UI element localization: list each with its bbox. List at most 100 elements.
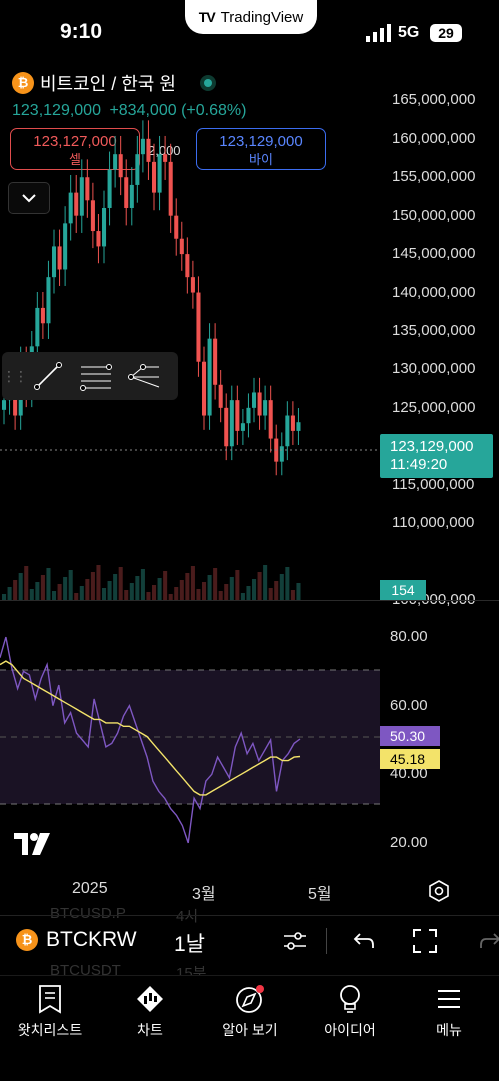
candle	[229, 400, 234, 447]
candle	[207, 338, 212, 416]
volume-bar	[135, 576, 140, 600]
rsi-tick: 40.00	[390, 765, 428, 783]
ghost-list-item: 4시	[176, 908, 199, 925]
trend-line-tool[interactable]	[24, 356, 72, 396]
collapse-button[interactable]	[8, 182, 50, 214]
network-type: 5G	[398, 24, 420, 41]
price-tick: 155,000,000	[392, 168, 476, 186]
last-price: 123,129,000	[12, 102, 101, 119]
candle	[135, 154, 140, 185]
interval-selector[interactable]: 1날	[174, 933, 205, 956]
tab-explore[interactable]: 알아 보기	[200, 984, 300, 1040]
candles	[2, 120, 301, 476]
volume-bar	[157, 578, 162, 600]
rsi-tick: 60.00	[390, 696, 428, 714]
tab-watchlist[interactable]: 왓치리스트	[0, 984, 100, 1040]
volume-bar	[90, 572, 95, 600]
tab-label: 알아 보기	[222, 1022, 278, 1038]
candle	[124, 177, 129, 208]
chart-settings-icon[interactable]	[428, 880, 450, 902]
volume-bar	[35, 582, 40, 600]
pane-divider[interactable]	[0, 600, 499, 601]
brand-label: TradingView	[220, 8, 304, 26]
tab-menu[interactable]: 메뉴	[399, 984, 499, 1040]
volume-bar	[74, 593, 79, 600]
volume-bar	[146, 592, 151, 600]
candle	[90, 200, 95, 232]
volume-bar	[202, 582, 207, 600]
volume-bar	[229, 577, 234, 600]
symbol-name: 비트코인 / 한국 원	[40, 74, 176, 94]
indicators-icon[interactable]	[282, 928, 308, 954]
sell-price: 123,127,000	[33, 133, 117, 150]
chart-toolbar	[0, 915, 499, 972]
buy-button[interactable]: 123,129,000 바이	[196, 128, 326, 170]
tradingview-pill: TV TradingView	[185, 0, 317, 34]
volume-bar	[279, 574, 284, 600]
pitchfork-tool[interactable]	[120, 356, 168, 396]
fib-tool[interactable]	[72, 356, 120, 396]
volume-bar	[18, 573, 23, 600]
rsi-ma-line	[0, 660, 301, 796]
volume-bar	[107, 581, 112, 600]
rsi-chart[interactable]	[0, 620, 380, 860]
price-tick: 115,000,000	[392, 475, 475, 493]
volume-bar	[263, 565, 268, 600]
candle	[257, 392, 262, 416]
ghost-list-item: BTCUSD.P	[50, 905, 126, 922]
tab-label: 메뉴	[436, 1022, 462, 1038]
candle	[40, 307, 45, 324]
candle	[235, 400, 240, 431]
candle-countdown: 11:49:20	[390, 456, 448, 473]
candle	[174, 215, 179, 239]
signal-icon	[366, 24, 391, 42]
fullscreen-icon[interactable]	[412, 928, 438, 954]
volume-bar	[179, 580, 184, 600]
volume-bar	[79, 586, 84, 600]
tab-chart[interactable]: 차트	[100, 984, 200, 1040]
volume-bar	[13, 580, 18, 600]
symbol-selector[interactable]: ₿ BTCKRW	[16, 928, 137, 952]
candle	[146, 138, 151, 162]
price-tick: 125,000,000	[392, 398, 476, 416]
candle	[157, 154, 162, 193]
candle	[268, 400, 273, 439]
volume-bar	[174, 587, 179, 600]
candle	[107, 169, 112, 208]
volume-bar	[52, 591, 57, 600]
tab-ideas[interactable]: 아이디어	[300, 984, 400, 1040]
volume-bar	[168, 594, 173, 600]
price-chart[interactable]	[0, 85, 380, 600]
sell-label: 셀	[69, 152, 81, 167]
last-price-tag: 123,129,000 11:49:20	[380, 434, 493, 478]
candle	[196, 292, 201, 362]
volume-bar	[29, 589, 34, 600]
volume-bar	[235, 570, 240, 600]
trend-line-icon	[34, 362, 62, 390]
volume-bar	[224, 584, 229, 600]
sell-button[interactable]: 123,127,000 셀	[10, 128, 140, 170]
undo-icon[interactable]	[352, 928, 378, 954]
redo-icon[interactable]	[476, 928, 499, 954]
volume-bar	[63, 577, 68, 600]
volume-bar	[190, 566, 195, 600]
candle	[252, 392, 257, 408]
ghost-list-item: BTCUSDT	[50, 962, 121, 979]
volume-bar	[140, 569, 145, 600]
volume-bar	[57, 584, 62, 600]
buy-label: 바이	[249, 152, 273, 167]
drag-handle-icon[interactable]: ⋮⋮	[2, 367, 28, 384]
candle	[185, 254, 190, 278]
volume-bar	[85, 579, 90, 600]
volume-bar	[118, 567, 123, 600]
volume-bar	[268, 588, 273, 600]
candle	[113, 154, 118, 170]
buy-price: 123,129,000	[219, 133, 303, 150]
symbol-header[interactable]: ₿ 비트코인 / 한국 원	[12, 70, 216, 96]
candle	[96, 231, 101, 247]
volume-bar	[24, 566, 29, 600]
candle	[52, 246, 57, 278]
price-tick: 160,000,000	[392, 129, 476, 147]
volume-bar	[2, 594, 7, 600]
menu-icon	[438, 990, 460, 1008]
